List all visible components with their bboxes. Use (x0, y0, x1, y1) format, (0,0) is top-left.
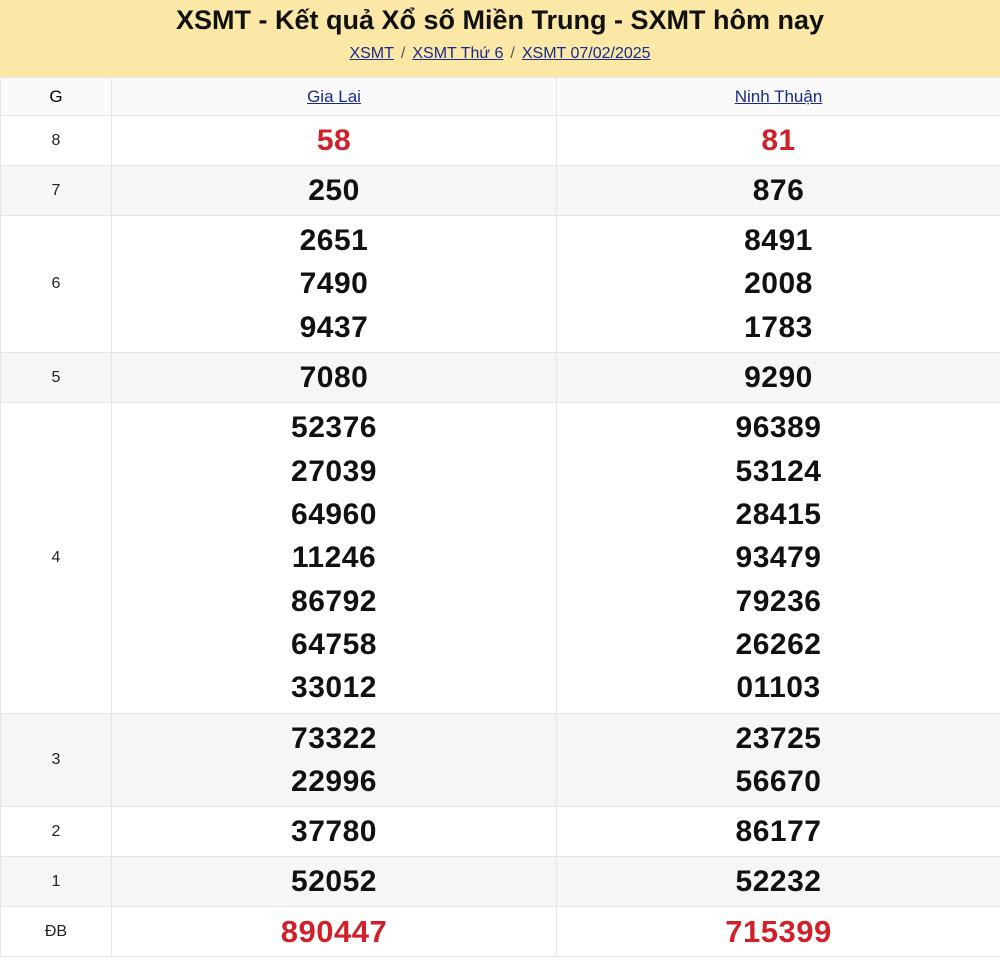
result-number: 53124 (735, 454, 822, 488)
results-table: G Gia Lai Ninh Thuận 8 58 81 7 250 876 6 2651 74… (0, 77, 1000, 957)
prize-label: 7 (0, 165, 112, 216)
result-cell: 52376 27039 64960 11246 86792 64758 33012 (111, 402, 557, 714)
result-cell: 715399 (556, 906, 1000, 957)
result-number: 79236 (735, 584, 822, 618)
result-cell: 9290 (556, 352, 1000, 403)
result-number: 715399 (725, 913, 832, 949)
result-number: 52052 (291, 864, 377, 898)
result-cell: 876 (556, 165, 1000, 216)
result-cell: 37780 (111, 806, 557, 857)
breadcrumb-xsmt-date[interactable]: XSMT 07/02/2025 (521, 45, 651, 62)
result-number: 26262 (735, 627, 822, 661)
result-cell: 58 (111, 115, 557, 166)
prize-label: 4 (0, 402, 112, 714)
result-cell: 73322 22996 (111, 713, 557, 807)
prize-label: 3 (0, 713, 112, 807)
breadcrumb-separator: / (400, 45, 406, 62)
result-number: 01103 (736, 671, 821, 705)
result-number: 52376 (291, 411, 377, 445)
breadcrumb: XSMT / XSMT Thứ 6 / XSMT 07/02/2025 (0, 45, 1000, 63)
result-number: 96389 (735, 411, 822, 445)
table-row: 4 52376 27039 64960 11246 86792 64758 33012 9638… (0, 402, 1000, 714)
result-number: 86177 (735, 814, 822, 848)
result-number: 22996 (291, 765, 377, 798)
result-number: 73322 (291, 721, 377, 755)
result-number: 86792 (291, 584, 377, 618)
result-cell: 8491 2008 1783 (556, 215, 1000, 353)
province-header: Ninh Thuận (556, 77, 1000, 116)
result-number: 2008 (744, 267, 813, 301)
result-number: 93479 (735, 541, 822, 575)
page-title: XSMT - Kết quả Xổ số Miền Trung - SXMT h… (175, 5, 825, 35)
table-row: 1 52052 52232 (0, 856, 1000, 907)
result-number: 58 (316, 123, 352, 157)
prize-label: 8 (0, 115, 112, 166)
result-cell: 81 (556, 115, 1000, 166)
result-number: 1783 (744, 310, 813, 344)
result-cell: 52052 (111, 856, 557, 907)
page-header: XSMT - Kết quả Xổ số Miền Trung - SXMT h… (0, 0, 1000, 77)
result-number: 11246 (291, 541, 377, 575)
result-cell: 2651 7490 9437 (111, 215, 557, 353)
breadcrumb-xsmt-thu-6[interactable]: XSMT Thứ 6 (412, 45, 504, 62)
table-row: 3 73322 22996 23725 56670 (0, 713, 1000, 807)
breadcrumb-xsmt[interactable]: XSMT (349, 45, 394, 62)
result-number: 37780 (291, 814, 377, 848)
result-cell: 23725 56670 (556, 713, 1000, 807)
prize-label: 5 (0, 352, 112, 403)
prize-label: 2 (0, 806, 112, 857)
result-number: 23725 (735, 721, 822, 755)
table-row: 5 7080 9290 (0, 352, 1000, 403)
result-number: 27039 (291, 454, 377, 488)
breadcrumb-separator: / (510, 45, 515, 62)
result-number: 33012 (291, 671, 377, 705)
result-number: 9437 (299, 310, 369, 344)
result-number: 890447 (280, 913, 388, 949)
prize-column-header: G (0, 77, 112, 116)
result-number: 2651 (299, 224, 369, 258)
table-row: 8 58 81 (0, 115, 1000, 166)
result-number: 9290 (744, 360, 813, 394)
result-number: 56670 (735, 765, 822, 798)
result-cell: 7080 (111, 352, 557, 403)
prize-label: 6 (0, 215, 112, 353)
result-number: 7080 (299, 360, 369, 394)
result-cell: 890447 (111, 906, 557, 957)
table-row: 2 37780 86177 (0, 806, 1000, 857)
result-cell: 86177 (556, 806, 1000, 857)
result-cell: 96389 53124 28415 93479 79236 26262 01103 (556, 402, 1000, 714)
province-link-ninh-thuan[interactable]: Ninh Thuận (734, 86, 823, 106)
result-number: 81 (761, 123, 796, 157)
result-number: 64758 (291, 627, 377, 661)
result-number: 8491 (744, 224, 813, 258)
result-number: 52232 (735, 864, 822, 898)
result-number: 250 (308, 173, 360, 207)
province-link-gia-lai[interactable]: Gia Lai (307, 86, 361, 106)
table-row: 6 2651 7490 9437 8491 2008 1783 (0, 215, 1000, 353)
result-cell: 250 (111, 165, 557, 216)
result-number: 28415 (735, 498, 822, 532)
result-number: 64960 (291, 498, 377, 532)
table-header-row: G Gia Lai Ninh Thuận (0, 77, 1000, 116)
prize-label: ĐB (0, 906, 112, 957)
prize-label: 1 (0, 856, 112, 907)
table-row: ĐB 890447 715399 (0, 906, 1000, 957)
result-number: 876 (752, 173, 805, 207)
result-number: 7490 (299, 267, 369, 301)
province-header: Gia Lai (111, 77, 557, 116)
result-cell: 52232 (556, 856, 1000, 907)
table-row: 7 250 876 (0, 165, 1000, 216)
